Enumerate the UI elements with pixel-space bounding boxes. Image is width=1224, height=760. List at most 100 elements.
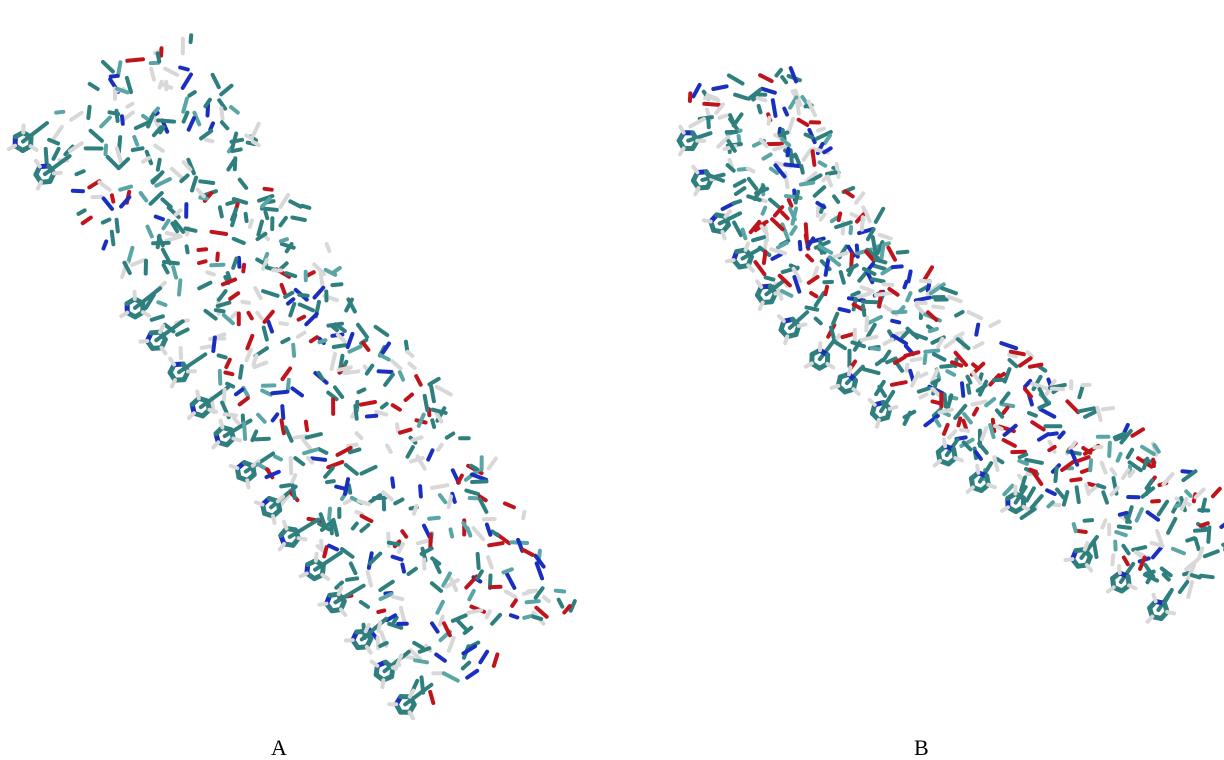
bond-stick xyxy=(231,436,243,443)
bond-stick xyxy=(88,128,104,143)
bond-stick xyxy=(945,369,957,377)
bond-stick xyxy=(148,191,164,206)
bond-stick xyxy=(1074,485,1081,504)
bond-stick xyxy=(973,450,983,461)
bond-stick xyxy=(430,418,437,429)
bond-stick xyxy=(237,396,250,407)
bond-stick xyxy=(300,203,312,210)
bond-stick xyxy=(1120,468,1131,481)
bond-stick xyxy=(812,185,827,198)
bond-stick xyxy=(1079,535,1099,560)
bond-stick xyxy=(875,417,881,429)
bond-stick xyxy=(877,384,888,398)
bond-stick xyxy=(51,146,61,161)
bond-stick xyxy=(395,422,400,434)
bond-stick xyxy=(164,234,183,243)
bond-stick xyxy=(441,671,460,683)
bond-stick xyxy=(158,323,166,335)
bond-stick xyxy=(398,605,407,624)
bond-stick xyxy=(1206,525,1212,544)
bond-stick xyxy=(1170,546,1186,556)
bond-stick xyxy=(688,117,706,129)
bond-stick xyxy=(768,166,780,176)
bond-stick xyxy=(777,314,786,324)
bond-stick xyxy=(953,403,968,420)
bond-stick xyxy=(918,392,929,400)
bond-stick xyxy=(995,371,1006,380)
bond-stick xyxy=(253,436,271,442)
bond-stick xyxy=(711,84,729,91)
bond-stick xyxy=(378,592,394,601)
bond-stick xyxy=(959,437,975,448)
bond-stick xyxy=(47,137,61,146)
bond-stick xyxy=(914,303,926,316)
bond-stick xyxy=(999,402,1016,409)
bond-stick xyxy=(1140,444,1156,457)
bond-stick xyxy=(232,416,242,427)
bond-stick xyxy=(1186,580,1195,599)
bond-stick xyxy=(456,619,469,632)
bond-stick xyxy=(391,615,399,626)
bond-stick xyxy=(361,341,371,352)
bond-stick xyxy=(977,441,989,455)
bond-stick xyxy=(1091,539,1099,559)
bond-stick xyxy=(793,189,801,205)
bond-stick xyxy=(1149,540,1165,548)
bond-stick xyxy=(743,241,750,252)
bond-stick xyxy=(1008,349,1026,357)
bond-stick xyxy=(344,297,354,313)
bond-stick xyxy=(955,337,971,351)
bond-stick xyxy=(890,318,902,325)
bond-stick xyxy=(225,381,236,389)
bond-stick xyxy=(245,333,255,351)
bond-stick xyxy=(780,137,792,148)
bond-stick xyxy=(286,297,296,306)
bond-stick xyxy=(471,526,486,542)
bond-stick xyxy=(861,266,877,276)
bond-stick xyxy=(310,456,328,462)
bond-stick xyxy=(766,115,772,126)
bond-stick xyxy=(250,459,261,468)
bond-stick xyxy=(793,152,801,165)
bond-stick xyxy=(326,390,339,402)
bond-stick xyxy=(292,434,308,440)
bond-stick xyxy=(290,483,297,501)
bond-stick xyxy=(222,418,253,439)
bond-stick xyxy=(776,241,789,250)
bond-stick xyxy=(521,547,535,557)
bond-stick xyxy=(864,315,869,333)
bond-stick xyxy=(745,166,756,174)
bond-stick xyxy=(1198,521,1210,528)
bond-stick xyxy=(1193,528,1208,533)
bond-stick xyxy=(508,613,520,620)
bond-stick xyxy=(67,141,84,153)
bond-stick xyxy=(786,197,794,208)
bond-stick xyxy=(219,83,234,97)
bond-stick xyxy=(373,324,390,337)
bond-stick xyxy=(304,432,323,440)
bond-stick xyxy=(284,242,294,254)
bond-stick xyxy=(156,234,165,248)
bond-stick xyxy=(754,186,770,196)
bond-stick xyxy=(240,299,251,305)
bond-stick xyxy=(770,217,785,232)
bond-stick xyxy=(428,689,436,705)
bond-stick xyxy=(396,541,405,554)
bond-stick xyxy=(149,314,165,322)
bond-stick xyxy=(419,546,434,556)
bond-stick xyxy=(803,361,814,369)
bond-stick xyxy=(870,235,878,255)
bond-stick xyxy=(939,363,954,369)
bond-stick xyxy=(724,258,736,264)
bond-stick xyxy=(154,177,172,188)
bond-stick xyxy=(761,249,768,265)
bond-stick xyxy=(430,407,448,415)
bond-stick xyxy=(1151,457,1156,468)
bond-stick xyxy=(746,87,763,101)
panel-label-a: A xyxy=(271,735,287,760)
bond-stick xyxy=(319,518,336,532)
bond-stick xyxy=(923,348,941,354)
bond-stick xyxy=(163,66,180,77)
bond-stick xyxy=(228,291,241,301)
bond-stick xyxy=(1161,472,1175,487)
